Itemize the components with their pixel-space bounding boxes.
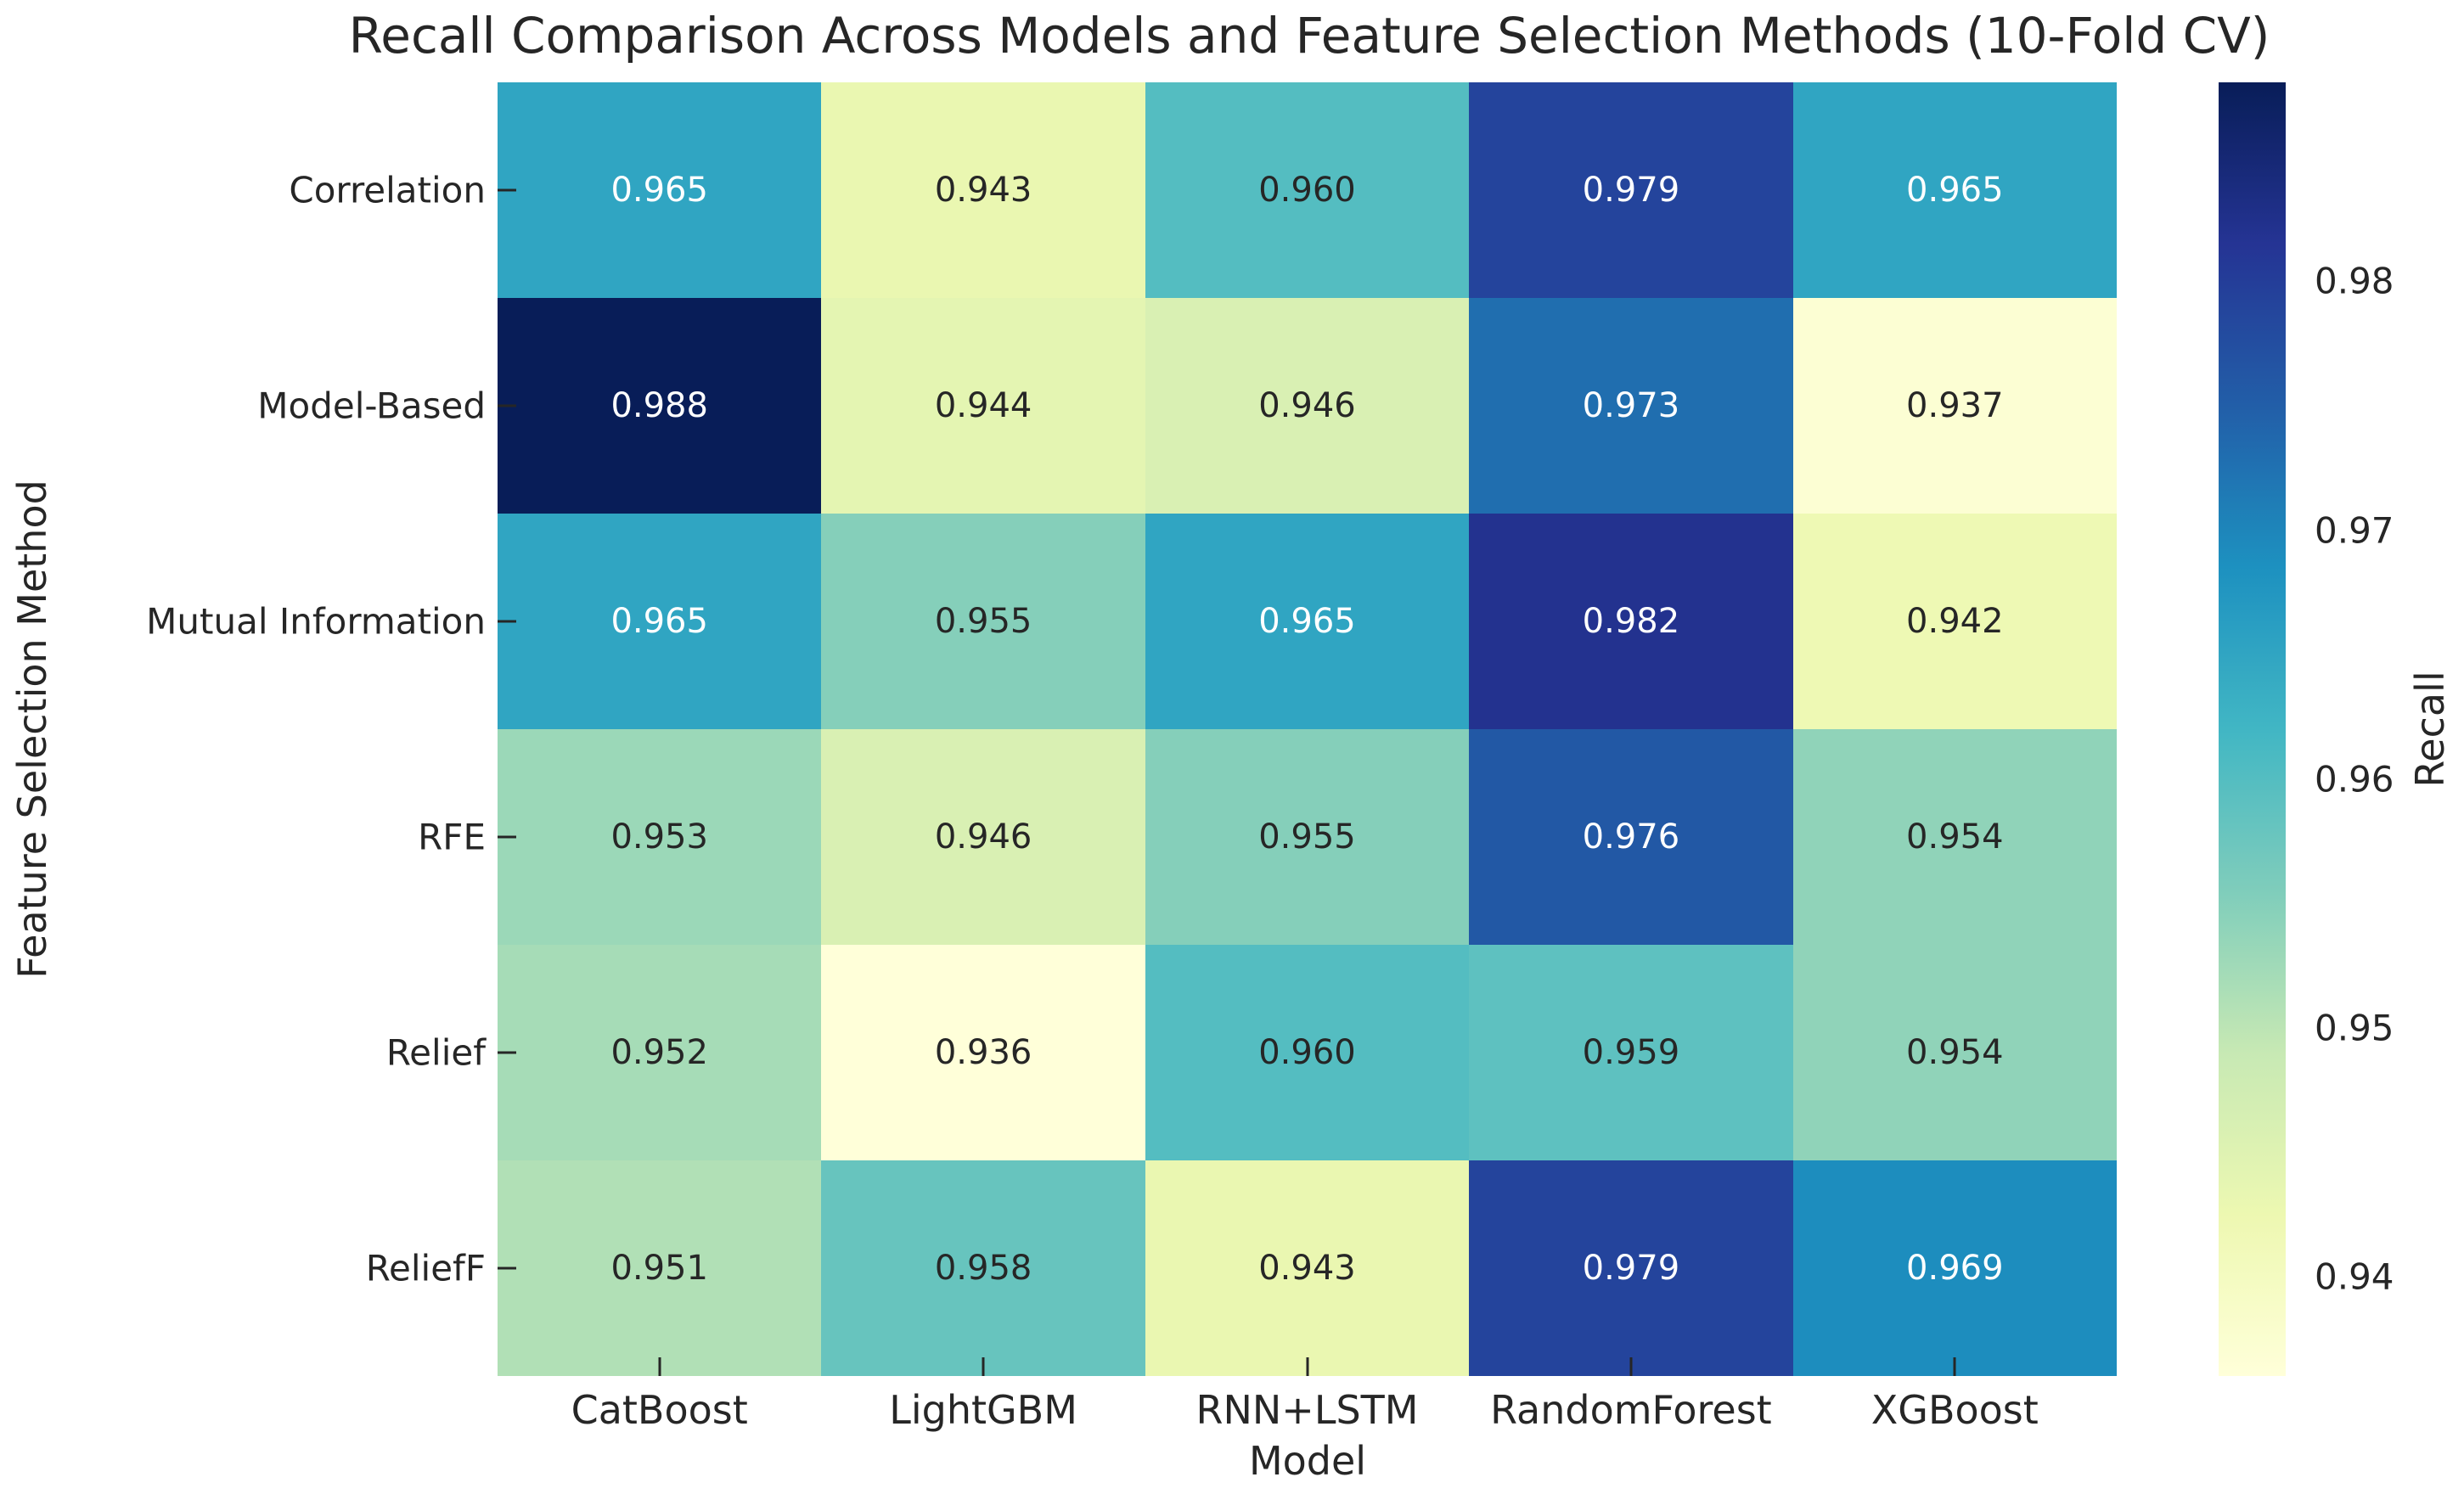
cell-value: 0.982 (1582, 602, 1680, 641)
y-tick-mark (498, 188, 516, 192)
heatmap-cell: 0.953 (498, 729, 822, 945)
y-tick-mark (498, 620, 516, 623)
y-tick-mark (498, 1267, 516, 1270)
heatmap-cell: 0.954 (1792, 729, 2117, 945)
cell-value: 0.946 (934, 817, 1032, 857)
cell-value: 0.955 (934, 602, 1032, 641)
cell-value: 0.960 (1258, 171, 1356, 210)
heatmap-cell: 0.946 (1145, 298, 1470, 514)
cell-value: 0.955 (1258, 817, 1356, 857)
colorbar-tick-label: 0.97 (2315, 509, 2394, 552)
cell-value: 0.979 (1582, 171, 1680, 210)
x-tick-label: CatBoost (571, 1387, 748, 1433)
heatmap-cell: 0.955 (1145, 729, 1470, 945)
heatmap-grid: 0.965 0.943 0.960 0.979 0.965 0.988 0.944 0.946… (498, 82, 2117, 1376)
heatmap-cell: 0.969 (1792, 1160, 2117, 1376)
heatmap-cell: 0.942 (1792, 514, 2117, 729)
cell-value: 0.943 (1258, 1249, 1356, 1288)
heatmap-cell: 0.960 (1145, 82, 1470, 298)
x-tick-label: XGBoost (1871, 1387, 2039, 1433)
cell-value: 0.969 (1906, 1249, 2004, 1288)
heatmap-cell: 0.960 (1145, 945, 1470, 1160)
heatmap-cell: 0.943 (1145, 1160, 1470, 1376)
x-axis-label: Model (1248, 1438, 1367, 1484)
cell-value: 0.954 (1906, 817, 2004, 857)
cell-value: 0.988 (610, 386, 708, 425)
heatmap-cell: 0.976 (1469, 729, 1793, 945)
heatmap-cell: 0.973 (1469, 298, 1793, 514)
x-tick-label: RandomForest (1490, 1387, 1772, 1433)
cell-value: 0.954 (1906, 1033, 2004, 1072)
y-tick-label: Relief (385, 1031, 486, 1074)
colorbar-tick-label: 0.96 (2315, 758, 2394, 800)
heatmap-cell: 0.965 (498, 514, 822, 729)
heatmap-cell: 0.937 (1792, 298, 2117, 514)
heatmap-cell: 0.936 (821, 945, 1145, 1160)
cell-value: 0.965 (610, 171, 708, 210)
y-axis-label: Feature Selection Method (9, 480, 55, 979)
y-tick-mark (498, 835, 516, 839)
chart-title: Recall Comparison Across Models and Feat… (348, 7, 2270, 65)
x-tick-mark (658, 1357, 661, 1376)
y-tick-mark (498, 1051, 516, 1054)
heatmap-cell: 0.958 (821, 1160, 1145, 1376)
y-tick-label: RFE (418, 816, 486, 858)
cell-value: 0.958 (934, 1249, 1032, 1288)
cell-value: 0.951 (610, 1249, 708, 1288)
heatmap-cell: 0.988 (498, 298, 822, 514)
cell-value: 0.953 (610, 817, 708, 857)
x-tick-mark (1306, 1357, 1308, 1376)
heatmap-cell: 0.951 (498, 1160, 822, 1376)
cell-value: 0.952 (610, 1033, 708, 1072)
y-tick-label: Correlation (289, 169, 486, 211)
x-tick-label: RNN+LSTM (1195, 1387, 1419, 1433)
heatmap-cell: 0.954 (1792, 945, 2117, 1160)
colorbar-tick-label: 0.94 (2315, 1255, 2394, 1298)
y-tick-label: ReliefF (365, 1247, 486, 1289)
y-tick-label: Model-Based (257, 385, 486, 427)
colorbar-tick-label: 0.95 (2315, 1007, 2394, 1049)
heatmap-cell: 0.965 (498, 82, 822, 298)
heatmap-cell: 0.979 (1469, 1160, 1793, 1376)
cell-value: 0.959 (1582, 1033, 1680, 1072)
cell-value: 0.976 (1582, 817, 1680, 857)
y-tick-label: Mutual Information (146, 600, 486, 643)
cell-value: 0.960 (1258, 1033, 1356, 1072)
cell-value: 0.944 (934, 386, 1032, 425)
heatmap-cell: 0.943 (821, 82, 1145, 298)
x-tick-mark (982, 1357, 985, 1376)
cell-value: 0.937 (1906, 386, 2004, 425)
heatmap-cell: 0.965 (1792, 82, 2117, 298)
heatmap-cell: 0.955 (821, 514, 1145, 729)
cell-value: 0.965 (1258, 602, 1356, 641)
colorbar-gradient (2219, 82, 2286, 1376)
cell-value: 0.936 (934, 1033, 1032, 1072)
cell-value: 0.943 (934, 171, 1032, 210)
cell-value: 0.946 (1258, 386, 1356, 425)
cell-value: 0.965 (610, 602, 708, 641)
heatmap-cell: 0.944 (821, 298, 1145, 514)
x-tick-label: LightGBM (889, 1387, 1077, 1433)
cell-value: 0.965 (1906, 171, 2004, 210)
cell-value: 0.942 (1906, 602, 2004, 641)
x-tick-mark (1629, 1357, 1633, 1376)
y-tick-mark (498, 404, 516, 407)
heatmap-cell: 0.959 (1469, 945, 1793, 1160)
heatmap-cell: 0.965 (1145, 514, 1470, 729)
heatmap-cell: 0.952 (498, 945, 822, 1160)
cell-value: 0.979 (1582, 1249, 1680, 1288)
heatmap-cell: 0.982 (1469, 514, 1793, 729)
cell-value: 0.973 (1582, 386, 1680, 425)
heatmap-cell: 0.946 (821, 729, 1145, 945)
x-tick-mark (1953, 1357, 1956, 1376)
colorbar-label: Recall (2407, 671, 2453, 788)
colorbar-tick-label: 0.98 (2315, 260, 2394, 302)
heatmap-cell: 0.979 (1469, 82, 1793, 298)
